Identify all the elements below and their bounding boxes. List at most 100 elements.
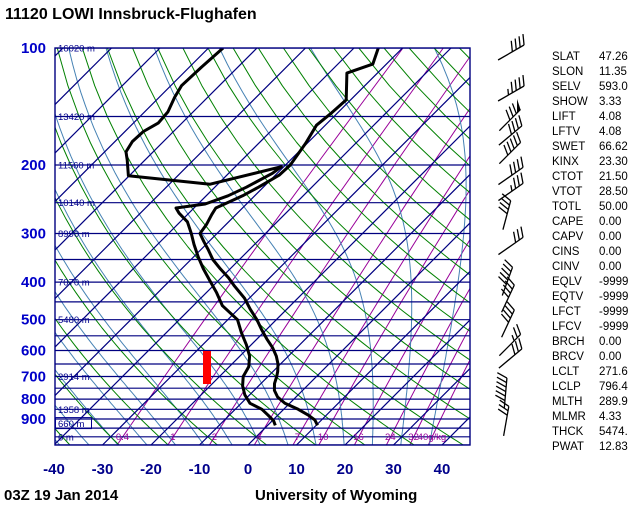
stat-label: LIFT [552,111,576,123]
temp-tick-label: 20 [337,461,354,478]
pressure-tick-label: 100 [21,40,46,57]
moist-adiabat-line [55,404,90,445]
stat-label: SLAT [552,51,580,63]
stat-value: 28.50 [599,186,628,198]
wind-barb [498,338,523,369]
stat-row-LFTV: LFTV 4.08 [552,125,638,140]
isotherm-line [393,367,470,445]
temp-tick-label: 0 [244,461,252,478]
isotherm-line [199,173,470,445]
wind-barb [497,34,525,61]
temp-tick-label: 10 [288,461,305,478]
temp-tick-label: 40 [434,461,451,478]
stat-row-LCLP: LCLP 796.4 [552,380,638,395]
stat-row-MLMR: MLMR 4.33 [552,410,638,425]
skewt-grid [55,48,470,445]
dry-adiabat-line [308,48,470,221]
page-title: 11120 LOWI Innsbruck-Flughafen [5,6,257,23]
height-label: 13420 m [58,112,95,123]
stat-row-SHOW: SHOW 3.33 [552,95,638,110]
wind-barb [498,115,523,146]
height-label: 2914 m [58,372,90,383]
pressure-tick-label: 900 [21,411,46,428]
stat-value: 0.00 [599,336,622,348]
mixing-ratio-line [167,48,444,445]
stat-label: CTOT [552,171,584,183]
stat-label: MLMR [552,411,586,423]
stat-row-SWET: SWET 66.62 [552,140,638,155]
wind-barb [498,172,524,202]
stat-value: -9999 [599,291,629,303]
dry-adiabat-line [157,48,470,390]
moist-adiabat-line [310,48,413,445]
stat-value: 50.00 [599,201,628,213]
mixing-ratio-label: 1 [170,432,175,443]
isotherm-line [55,48,403,397]
isotherm-line [150,125,470,445]
stat-row-LCLT: LCLT 271.6 [552,365,638,380]
stat-row-BRCH: BRCH 0.00 [552,335,638,350]
dry-adiabat-line [132,48,470,420]
stat-row-EQLV: EQLV -9999 [552,275,638,290]
stat-label: SELV [552,81,581,93]
sounding-traces [124,48,380,427]
stat-label: LFTV [552,126,581,138]
stat-label: CAPV [552,231,584,243]
stat-label: SHOW [552,96,588,108]
moist-adiabat-line [68,48,289,445]
wind-barb [497,399,510,436]
height-label: 1358 m [58,405,90,416]
wind-barb [497,75,525,102]
stat-row-KINX: KINX 23.30 [552,155,638,170]
stat-value: -9999 [599,306,629,318]
stats-panel: SLAT 47.26 SLON 11.35 SELV 593.0 SHOW 3.33 LIFT 4… [552,50,638,455]
height-label-box [55,417,92,430]
pressure-tick-label: 400 [21,274,46,291]
moist-adiabat-line [55,290,176,445]
stat-value: -9999 [599,321,629,333]
plot-border [54,47,471,446]
isotherm-line [247,222,470,445]
stat-label: EQLV [552,276,582,288]
moist-adiabat-line [55,188,233,445]
stat-row-VTOT: VTOT 28.50 [552,185,638,200]
mixing-ratio-label: 4 [256,432,261,443]
stat-value: 66.62 [599,141,628,153]
dry-adiabat-line [56,48,366,445]
dry-adiabat-line [55,373,120,445]
stat-row-MLTH: MLTH 289.9 [552,395,638,410]
isotherm-line [55,48,306,300]
moist-adiabat-line [55,331,148,445]
mixing-ratio-line [318,188,470,445]
wind-barb [498,323,522,357]
isotherm-line [55,48,452,445]
pressure-tick-label: 700 [21,369,46,386]
height-label: 7070 m [58,278,90,289]
wind-barb-column [495,34,525,436]
dry-adiabat-line [257,48,470,276]
mixing-ratio-label: 10 [318,432,329,443]
dry-adiabat-line [55,317,169,445]
stat-label: CINS [552,246,580,258]
pressure-tick-label: 200 [21,157,46,174]
footer-source: University of Wyoming [255,487,418,504]
stat-label: CINV [552,261,580,273]
stat-label: SWET [552,141,586,153]
stat-label: LCLP [552,381,581,393]
dry-adiabat-line [55,125,317,445]
wind-barb [498,98,522,132]
stat-label: TOTL [552,201,582,213]
stat-label: MLTH [552,396,583,408]
stat-value: 0.00 [599,351,622,363]
dry-adiabat-line [207,48,470,332]
stat-row-CINV: CINV 0.00 [552,260,638,275]
temperature-trace [198,48,380,427]
stat-value: 593.0 [599,81,628,93]
stat-label: SLON [552,66,584,78]
mixing-ratio-label: 32 [408,432,419,443]
stat-value: 271.6 [599,366,628,378]
mixing-ratio-label: 7 [295,432,300,443]
stat-value: 3.33 [599,96,622,108]
moist-adiabat-line [218,48,374,445]
wind-barb [498,259,514,296]
